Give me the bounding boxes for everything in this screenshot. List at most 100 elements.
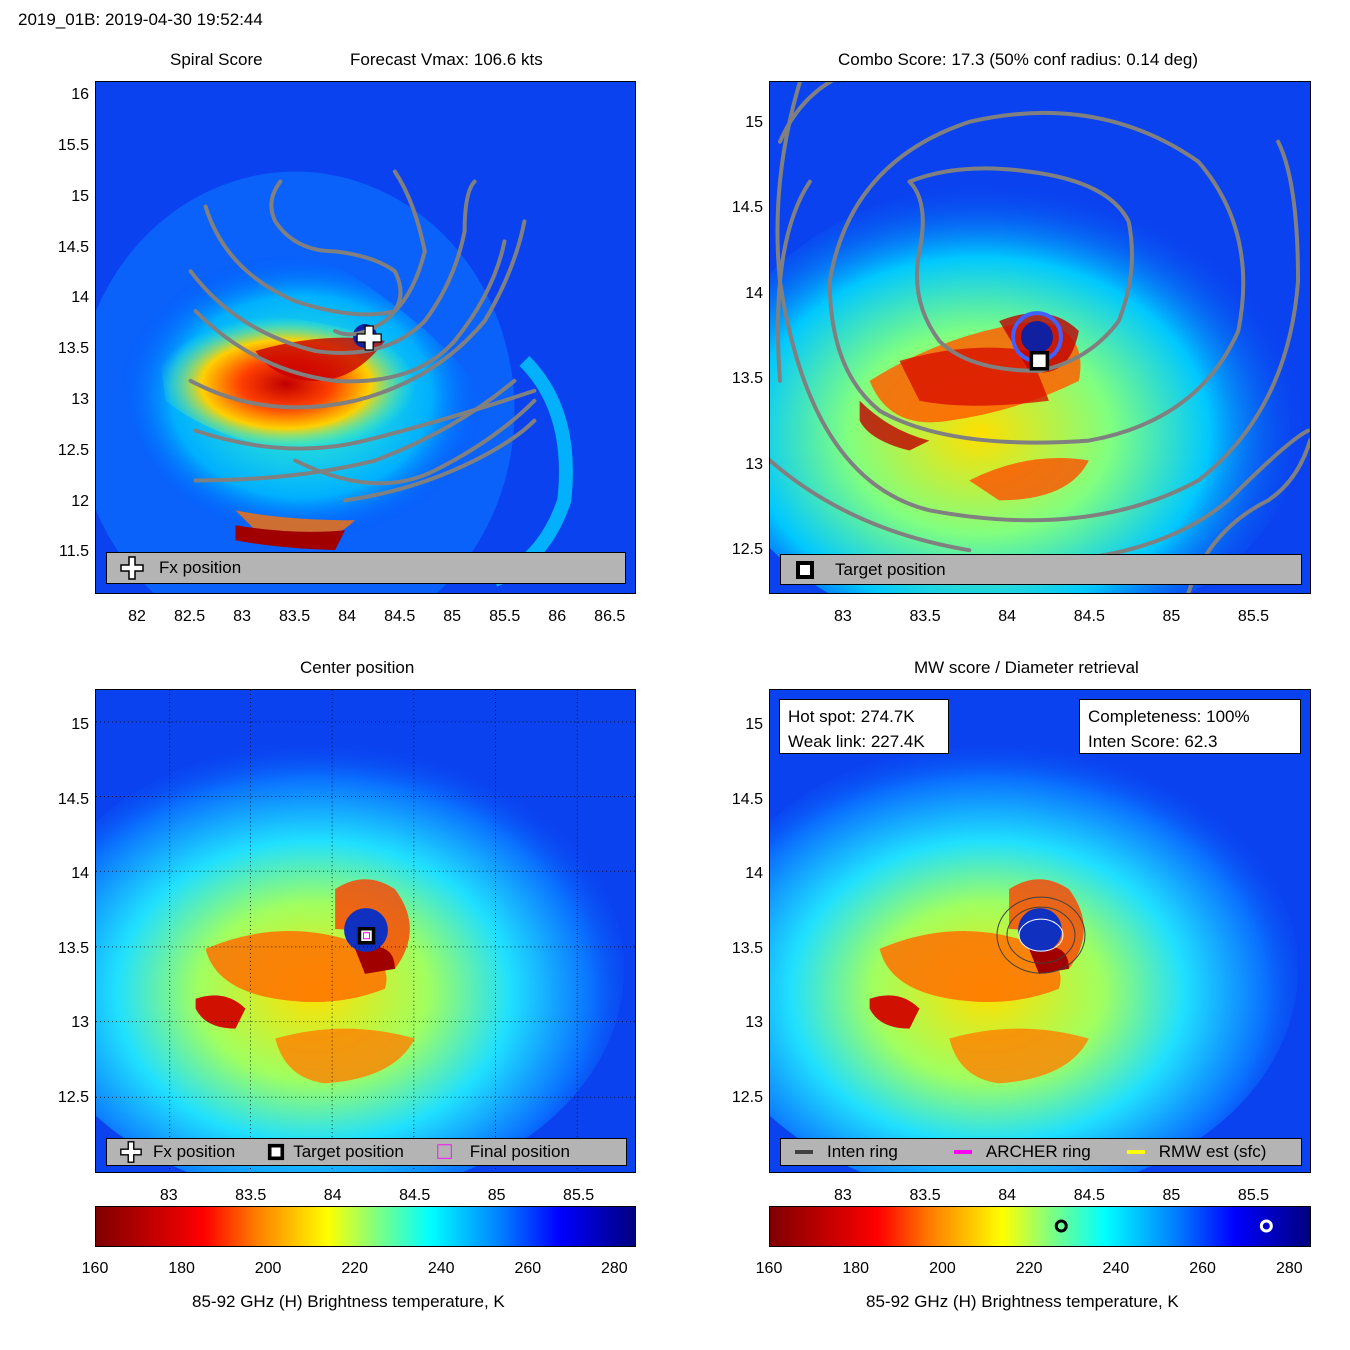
legend-final-label: Final position — [469, 1142, 570, 1161]
y-tick-label: 12.5 — [731, 1088, 763, 1106]
colorbar-tick-label: 260 — [1189, 1260, 1216, 1277]
weak-link-marker — [1054, 1219, 1068, 1233]
y-tick-label: 15 — [71, 716, 89, 734]
colorbar-tick-label: 240 — [1102, 1260, 1130, 1277]
y-tick-label: 14 — [745, 865, 763, 883]
legend-target-label: Target position — [293, 1142, 404, 1161]
weak-link-text: Weak link: 227.4K — [788, 732, 925, 751]
colorbar-tick-label: 180 — [168, 1260, 195, 1277]
rmw-ring — [1018, 918, 1064, 952]
legend-fx-label: Fx position — [159, 558, 242, 577]
x-tick-label: 83.5 — [909, 1187, 941, 1204]
y-tick-label: 15 — [745, 113, 763, 131]
legend-target-label: Target position — [835, 559, 946, 579]
x-tick-label: 85.5 — [489, 608, 521, 625]
combo-legend: Target position — [780, 554, 1302, 585]
rmw-swatch — [1126, 1150, 1145, 1154]
target-square-icon — [268, 1143, 285, 1161]
inten-ring-swatch — [795, 1150, 813, 1154]
plus-icon — [120, 556, 144, 580]
x-tick-label: 82.5 — [173, 608, 206, 625]
x-tick-label: 84.5 — [384, 608, 416, 625]
y-tick-label: 14.5 — [731, 790, 763, 808]
x-tick-label: 85.5 — [1237, 608, 1270, 625]
x-tick-label: 84 — [998, 1187, 1017, 1204]
x-tick-label: 85 — [1162, 1187, 1181, 1204]
y-tick-label: 13.5 — [57, 939, 89, 957]
y-tick-label: 12.5 — [731, 541, 763, 559]
y-tick-label: 13 — [71, 390, 89, 408]
x-tick-label: 86 — [548, 608, 567, 625]
y-tick-label: 13.5 — [57, 340, 89, 358]
target-position-marker — [1029, 350, 1050, 371]
x-tick-label: 83.5 — [909, 608, 941, 625]
mw-ring-layer — [996, 896, 1086, 974]
colorbar-tick-label: 240 — [427, 1260, 455, 1277]
x-tick-label: 84 — [323, 1187, 342, 1204]
x-tick-label: 84.5 — [1073, 608, 1105, 625]
spiral-legend: Fx position — [106, 552, 626, 584]
x-tick-label: 83 — [233, 608, 251, 625]
y-tick-label: 14.5 — [731, 199, 763, 217]
plus-icon — [120, 1141, 142, 1163]
y-tick-label: 14 — [71, 865, 89, 883]
final-square-icon — [437, 1144, 452, 1159]
x-tick-label: 84.5 — [399, 1187, 431, 1204]
y-tick-label: 13.5 — [731, 370, 763, 388]
colorbar-tick-label: 220 — [1015, 1260, 1043, 1277]
legend-rmw: RMW est (sfc) — [1158, 1142, 1267, 1161]
x-tick-label: 85 — [443, 608, 462, 625]
mw-panel-title: MW score / Diameter retrieval — [914, 658, 1139, 677]
colorbar-tick-label: 200 — [254, 1260, 282, 1277]
center-legend: Fx position Target position Final positi… — [106, 1138, 627, 1166]
target-square-marker — [357, 926, 376, 945]
colorbar-left-label: 85-92 GHz (H) Brightness temperature, K — [192, 1292, 505, 1311]
legend-archer-ring: ARCHER ring — [985, 1142, 1091, 1161]
target-position-marker — [357, 926, 376, 945]
y-tick-label: 14.5 — [57, 790, 89, 808]
x-tick-label: 82 — [128, 608, 146, 625]
colorbar-tick-label: 280 — [1275, 1260, 1303, 1277]
y-tick-label: 12.5 — [57, 1088, 89, 1106]
completeness-box: Completeness: 100% Inten Score: 62.3 — [1079, 699, 1301, 754]
x-tick-label: 83.5 — [235, 1187, 267, 1204]
y-tick-label: 12.5 — [57, 441, 89, 459]
x-tick-label: 86.5 — [594, 608, 626, 625]
x-tick-label: 85 — [1162, 608, 1181, 625]
combo-panel-title: Combo Score: 17.3 (50% conf radius: 0.14… — [838, 50, 1199, 69]
x-tick-label: 83 — [159, 1187, 178, 1204]
fx-position-marker — [356, 325, 382, 351]
x-tick-label: 85 — [487, 1187, 506, 1204]
combo-marker-layer — [1029, 350, 1050, 371]
y-tick-label: 13 — [745, 455, 763, 473]
colorbar-tick-label: 180 — [842, 1260, 870, 1277]
y-tick-label: 11.5 — [59, 543, 89, 561]
colorbar-tick-label: 280 — [601, 1260, 628, 1277]
y-tick-label: 15 — [71, 187, 89, 205]
legend-fx-label: Fx position — [153, 1142, 236, 1161]
fx-plus-marker — [356, 325, 382, 351]
spiral-score-plot: Fx position — [95, 81, 636, 594]
mw-score-plot: Hot spot: 274.7K Weak link: 227.4K Compl… — [769, 689, 1311, 1173]
x-tick-label: 84 — [338, 608, 357, 625]
center-position-plot: Fx position Target position Final positi… — [95, 689, 636, 1173]
y-tick-label: 15 — [745, 716, 763, 734]
mw-brightness-field — [770, 690, 1310, 1172]
hot-spot-box: Hot spot: 274.7K Weak link: 227.4K — [779, 699, 949, 754]
hot-spot-marker — [1259, 1219, 1273, 1233]
target-square-marker — [1029, 350, 1050, 371]
colorbar-right — [769, 1206, 1311, 1247]
y-tick-label: 12 — [71, 492, 89, 510]
y-tick-label: 13 — [745, 1014, 763, 1032]
y-tick-label: 13 — [71, 1014, 89, 1032]
x-tick-label: 83 — [834, 1187, 852, 1204]
colorbar-right-markers — [1054, 1219, 1273, 1233]
y-tick-label: 14.5 — [57, 238, 89, 256]
y-tick-label: 16 — [71, 86, 89, 104]
legend-inten-ring: Inten ring — [827, 1142, 898, 1161]
completeness-text: Completeness: 100% — [1088, 707, 1250, 726]
colorbar-tick-label: 160 — [81, 1260, 109, 1277]
center-marker-layer — [357, 926, 376, 945]
colorbar-tick-label: 260 — [514, 1260, 542, 1277]
x-tick-label: 85.5 — [1237, 1187, 1270, 1204]
